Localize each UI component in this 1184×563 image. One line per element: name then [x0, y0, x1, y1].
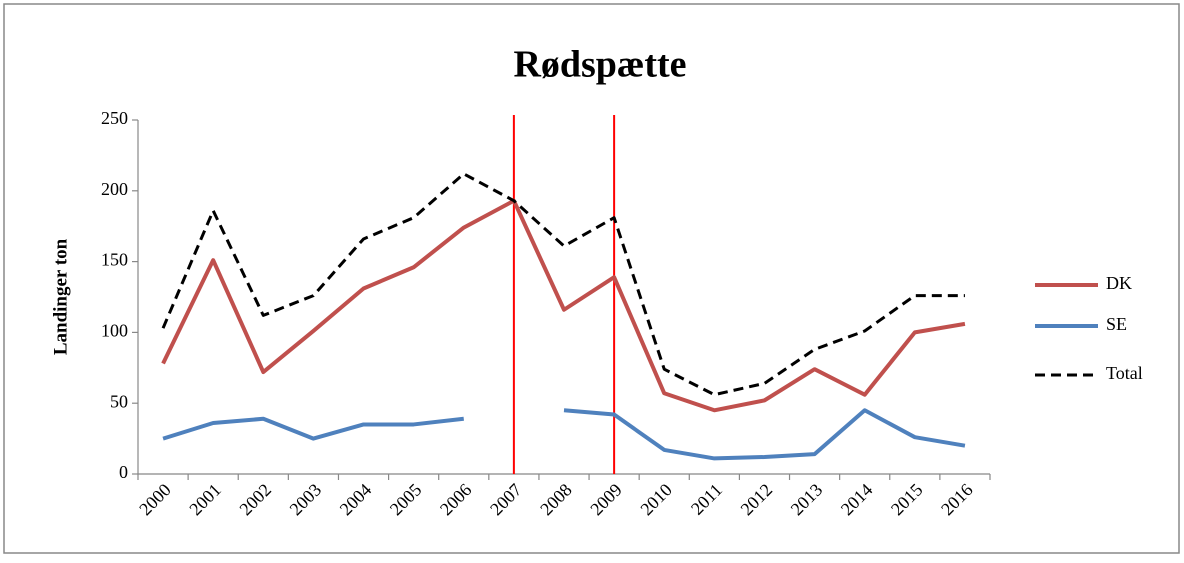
- y-tick-label: 150: [101, 250, 128, 270]
- legend-label: SE: [1106, 314, 1127, 334]
- series-line: [161, 198, 966, 413]
- legend-label: DK: [1106, 273, 1132, 293]
- y-tick-label: 250: [101, 108, 128, 128]
- y-tick-label: 0: [119, 462, 128, 482]
- chart-title: Rødspætte: [513, 44, 686, 86]
- y-tick-label: 200: [101, 179, 128, 199]
- chart-border: [3, 3, 1180, 554]
- series-line: [161, 172, 965, 397]
- y-tick-label: 50: [110, 391, 128, 411]
- legend-label: Total: [1106, 363, 1143, 383]
- series-line: [162, 408, 966, 461]
- y-axis-label: Landinger ton: [50, 238, 71, 355]
- y-tick-label: 100: [101, 321, 128, 341]
